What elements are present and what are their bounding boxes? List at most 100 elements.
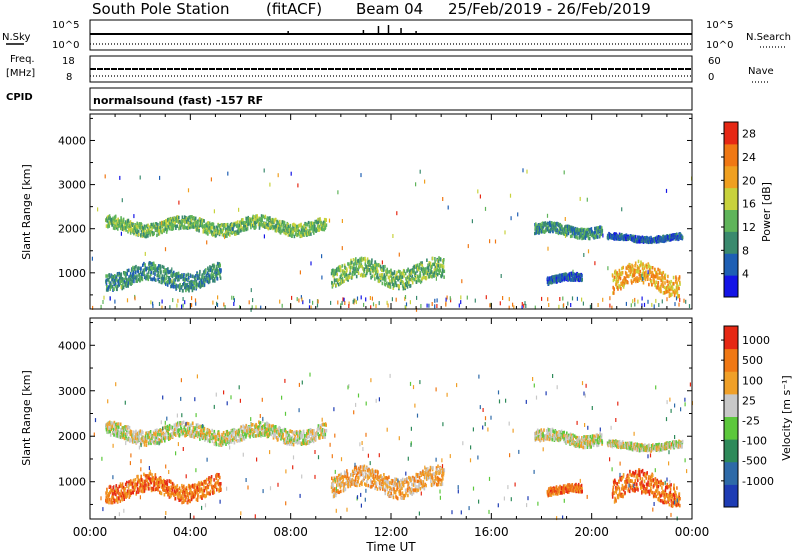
data-cell xyxy=(136,274,138,278)
data-cell xyxy=(290,437,293,442)
data-cell xyxy=(188,289,190,293)
data-cell xyxy=(342,279,344,284)
data-cell xyxy=(427,263,429,267)
data-cell xyxy=(195,285,198,289)
data-cell xyxy=(379,273,381,277)
data-cell xyxy=(241,226,244,231)
data-cell xyxy=(667,283,669,288)
data-cell xyxy=(368,259,370,264)
data-cell xyxy=(264,225,266,229)
colorbar-segment xyxy=(724,143,738,167)
data-cell xyxy=(523,303,525,308)
data-cell xyxy=(324,222,327,227)
data-cell xyxy=(124,425,126,429)
data-cell xyxy=(208,279,211,284)
data-cell xyxy=(535,222,537,226)
data-cell xyxy=(621,233,623,237)
data-cell xyxy=(110,421,113,426)
data-cell xyxy=(164,247,167,252)
data-cell xyxy=(664,273,667,277)
data-cell xyxy=(375,264,378,268)
data-cell xyxy=(132,272,135,276)
data-cell xyxy=(126,224,128,229)
data-cell xyxy=(537,435,540,439)
data-cell xyxy=(435,271,438,275)
data-cell xyxy=(458,303,460,308)
data-cell xyxy=(548,303,550,307)
data-cell xyxy=(195,274,197,278)
data-cell xyxy=(548,437,551,442)
data-cell xyxy=(561,277,564,282)
data-cell xyxy=(438,268,440,273)
data-cell xyxy=(144,434,147,438)
data-cell xyxy=(179,282,181,287)
data-cell xyxy=(673,282,675,286)
data-cell xyxy=(567,439,569,444)
data-cell xyxy=(615,273,618,277)
data-cell xyxy=(248,300,250,305)
data-cell xyxy=(159,431,161,435)
data-cell xyxy=(546,434,549,439)
data-cell xyxy=(433,271,436,275)
data-cell xyxy=(534,305,536,310)
data-cell xyxy=(267,223,269,227)
data-cell xyxy=(653,280,656,284)
data-cell xyxy=(373,268,375,272)
data-cell xyxy=(122,431,125,435)
data-cell xyxy=(106,425,109,430)
data-cell xyxy=(305,222,307,227)
data-cell xyxy=(179,288,181,292)
data-cell xyxy=(264,433,266,437)
data-cell xyxy=(196,223,199,228)
data-cell xyxy=(632,279,635,283)
data-cell xyxy=(648,282,650,287)
data-cell xyxy=(166,279,169,284)
data-cell xyxy=(220,268,222,272)
data-cell xyxy=(418,263,421,267)
data-cell xyxy=(165,222,168,226)
data-cell xyxy=(346,268,348,273)
data-cell xyxy=(198,433,201,437)
data-cell xyxy=(442,261,445,265)
data-cell xyxy=(548,428,550,432)
data-cell xyxy=(106,219,109,223)
data-cell xyxy=(364,259,367,263)
data-cell xyxy=(178,215,180,220)
data-cell xyxy=(333,278,336,282)
data-cell xyxy=(114,433,117,438)
data-cell xyxy=(560,231,562,235)
data-cell xyxy=(328,218,331,223)
data-cell xyxy=(552,275,554,279)
data-cell xyxy=(298,229,300,234)
data-cell xyxy=(211,263,214,268)
data-cell xyxy=(655,280,658,284)
data-cell xyxy=(105,427,108,432)
data-cell xyxy=(661,299,663,304)
colorbar-segment xyxy=(724,165,738,189)
data-cell xyxy=(255,434,258,438)
data-cell xyxy=(442,269,444,274)
data-cell xyxy=(129,220,132,224)
data-cell xyxy=(292,439,294,443)
data-cell xyxy=(116,222,119,226)
data-cell xyxy=(114,282,117,286)
data-cell xyxy=(643,266,646,270)
data-cell xyxy=(173,270,175,275)
data-cell xyxy=(632,264,634,269)
data-cell xyxy=(132,438,134,442)
data-cell xyxy=(282,229,285,233)
data-cell xyxy=(195,433,197,437)
data-cell xyxy=(109,420,111,425)
data-cell xyxy=(676,288,679,292)
data-cell xyxy=(189,215,192,219)
data-cell xyxy=(168,276,170,280)
data-cell xyxy=(129,274,132,278)
data-cell xyxy=(147,435,149,440)
data-cell xyxy=(126,268,129,273)
data-cell xyxy=(637,267,639,271)
data-cell xyxy=(167,267,169,271)
data-cell xyxy=(182,274,185,279)
data-cell xyxy=(170,432,173,436)
data-cell xyxy=(212,300,214,305)
data-cell xyxy=(374,260,377,264)
